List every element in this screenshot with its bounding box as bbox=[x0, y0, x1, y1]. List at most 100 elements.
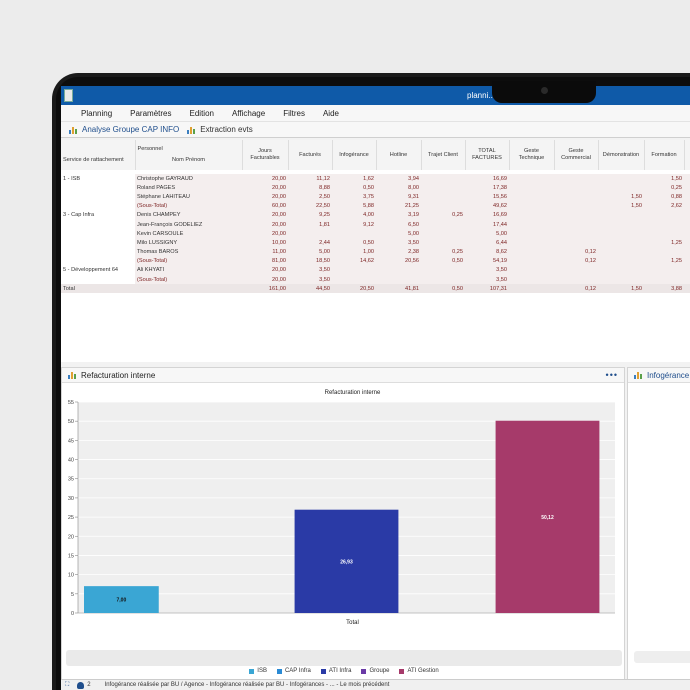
value-cell: 5,00 bbox=[288, 247, 332, 257]
value-cell: 0,25 bbox=[644, 183, 684, 193]
column-header[interactable]: Infogérance bbox=[332, 140, 377, 170]
value-cell: 14,62 bbox=[332, 256, 376, 266]
tab-0[interactable]: Analyse Groupe CAP INFO bbox=[69, 125, 179, 134]
value-cell: 60,00 bbox=[242, 201, 288, 211]
legend-item[interactable]: CAP Infra bbox=[276, 668, 311, 674]
chart-legend: ISB CAP Infra ATI Infra Groupe ATI Gestion bbox=[62, 668, 626, 674]
table-row[interactable]: (Sous-Total) 81,00 18,50 14,62 20,56 0,50 54,1… bbox=[61, 256, 690, 266]
table-row[interactable]: 3 - Cap Infra Denis CHAMPEY 20,00 9,25 4,00 3… bbox=[61, 210, 690, 220]
name-cell: Christophe GAYRAUD bbox=[135, 174, 242, 184]
legend-swatch bbox=[249, 668, 255, 674]
value-cell bbox=[554, 210, 598, 220]
value-cell: 0,50 bbox=[421, 284, 465, 294]
value-cell: 1,00 bbox=[332, 247, 376, 257]
value-cell bbox=[598, 229, 644, 239]
name-cell: Jean-François GODELIEZ bbox=[135, 219, 242, 230]
value-cell bbox=[644, 219, 684, 230]
legend-item[interactable]: ISB bbox=[249, 668, 267, 674]
column-header[interactable]: Personnel Nom Prénom bbox=[135, 140, 243, 170]
value-cell bbox=[598, 210, 644, 220]
total-row[interactable]: Total 161,00 44,50 20,50 41,81 0,50 107,31 0,12… bbox=[61, 284, 690, 294]
value-cell: 0,88 bbox=[644, 192, 684, 202]
value-cell bbox=[421, 192, 465, 202]
value-cell: 9,31 bbox=[376, 192, 421, 202]
bar-cap-infra bbox=[294, 509, 399, 613]
value-cell: 20,00 bbox=[242, 229, 288, 239]
value-cell bbox=[421, 229, 465, 239]
column-header-label: Nom Prénom bbox=[172, 157, 205, 163]
value-cell bbox=[509, 174, 554, 184]
table-row[interactable]: 5 - Développement 64 Ali KHYATI 20,00 3,50 3… bbox=[61, 265, 690, 276]
column-header[interactable]: Hotline bbox=[376, 140, 422, 170]
value-cell: 6,50 bbox=[376, 219, 421, 230]
column-header-label: Service de rattachement bbox=[63, 156, 124, 163]
value-cell: 20,56 bbox=[376, 256, 421, 266]
name-cell: Stéphane LAHITEAU bbox=[135, 192, 242, 202]
menu-item-2[interactable]: Edition bbox=[189, 108, 214, 118]
table-row[interactable]: Roland PAGES 20,00 8,88 0,50 8,00 17,38 0,25 bbox=[61, 183, 690, 193]
y-tick-label: 30 bbox=[68, 496, 74, 502]
value-cell: 18,50 bbox=[288, 256, 332, 266]
value-cell: 6,44 bbox=[465, 238, 509, 248]
value-cell bbox=[332, 265, 376, 276]
menu-item-3[interactable]: Affichage bbox=[231, 108, 266, 118]
table-row[interactable]: Thomas BAROS 11,00 5,00 1,00 2,38 0,25 8,62 0,1… bbox=[61, 247, 690, 257]
chart-icon bbox=[634, 371, 644, 379]
column-header[interactable]: Facturés bbox=[288, 140, 333, 170]
table-row[interactable]: (Sous-Total) 60,00 22,50 5,88 21,25 49,62 1,50… bbox=[61, 201, 690, 211]
menu-item-0[interactable]: Planning bbox=[81, 108, 113, 118]
table-row[interactable]: Jean-François GODELIEZ 20,00 1,81 9,12 6,50 1… bbox=[61, 219, 690, 230]
y-tick-label: 20 bbox=[68, 534, 74, 540]
table-row[interactable]: 1 - ISB Christophe GAYRAUD 20,00 11,12 1,62 3… bbox=[61, 174, 690, 184]
group-header: Personnel bbox=[137, 146, 163, 152]
chart-icon bbox=[69, 126, 79, 134]
value-cell bbox=[421, 183, 465, 193]
tab-1[interactable]: Extraction evts bbox=[187, 125, 253, 134]
value-cell: 15,56 bbox=[465, 192, 509, 202]
menu-item-4[interactable]: Filtres bbox=[283, 108, 305, 118]
more-options-icon[interactable]: ••• bbox=[605, 370, 618, 380]
column-header[interactable]: Geste Technique bbox=[509, 140, 555, 170]
service-cell bbox=[61, 238, 135, 248]
menu-bar: Planning Paramètres Edition Affichage Filtre… bbox=[61, 105, 690, 122]
value-cell: 21,25 bbox=[376, 201, 421, 211]
column-header[interactable]: Formation bbox=[644, 140, 685, 170]
tab-label: Extraction evts bbox=[200, 125, 253, 134]
column-header[interactable]: Jours Facturables bbox=[242, 140, 289, 170]
chart-icon bbox=[187, 126, 197, 134]
value-cell bbox=[644, 275, 684, 285]
menu-item-1[interactable]: Paramètres bbox=[130, 108, 172, 118]
value-cell bbox=[554, 192, 598, 202]
menu-item-5[interactable]: Aide bbox=[322, 108, 339, 118]
value-cell bbox=[509, 229, 554, 239]
table-row[interactable]: Stéphane LAHITEAU 20,00 2,50 3,75 9,31 15,56 1… bbox=[61, 192, 690, 202]
legend-item[interactable]: ATI Gestion bbox=[399, 668, 439, 674]
table-row[interactable]: Milo LUSSIGNY 10,00 2,44 0,50 3,50 6,44 1,25 bbox=[61, 238, 690, 248]
column-header[interactable]: Trajet Client bbox=[421, 140, 466, 170]
layout-icon[interactable]: ⛶ bbox=[65, 681, 70, 688]
table-row[interactable]: Kevin CARSOULE 20,00 5,00 5,00 bbox=[61, 229, 690, 239]
name-cell: (Sous-Total) bbox=[135, 256, 242, 266]
column-header[interactable]: Geste Commercial bbox=[554, 140, 599, 170]
chart-title: Refacturation interne bbox=[325, 390, 381, 396]
y-tick-label: 0 bbox=[71, 611, 74, 617]
column-header[interactable]: A bbox=[684, 140, 690, 170]
y-tick-label: 40 bbox=[68, 458, 74, 464]
panel-header-right[interactable]: Infogérance bbox=[628, 368, 690, 383]
table-row[interactable]: (Sous-Total) 20,00 3,50 3,50 bbox=[61, 275, 690, 285]
value-cell: 41,81 bbox=[376, 284, 421, 294]
value-cell bbox=[684, 284, 690, 294]
column-header[interactable]: TOTAL FACTURES bbox=[465, 140, 510, 170]
camera-icon bbox=[541, 87, 548, 94]
column-header[interactable]: Démonstration bbox=[598, 140, 645, 170]
service-cell bbox=[61, 256, 135, 266]
legend-item[interactable]: ATI Infra bbox=[320, 668, 351, 674]
value-cell bbox=[684, 210, 690, 220]
service-cell bbox=[61, 219, 135, 230]
legend-item[interactable]: Groupe bbox=[361, 668, 389, 674]
value-cell: 8,00 bbox=[376, 183, 421, 193]
refacturation-panel: Refacturation interne ••• 0 5 10 15 20 25 30 35… bbox=[61, 367, 625, 685]
service-cell: Total bbox=[61, 284, 135, 294]
value-cell: 22,50 bbox=[288, 201, 332, 211]
column-header[interactable]: Service de rattachement bbox=[61, 140, 136, 170]
